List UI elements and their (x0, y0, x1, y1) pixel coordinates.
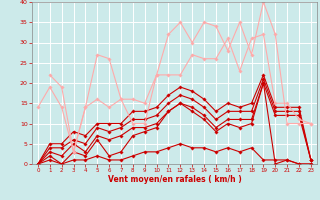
X-axis label: Vent moyen/en rafales ( km/h ): Vent moyen/en rafales ( km/h ) (108, 175, 241, 184)
